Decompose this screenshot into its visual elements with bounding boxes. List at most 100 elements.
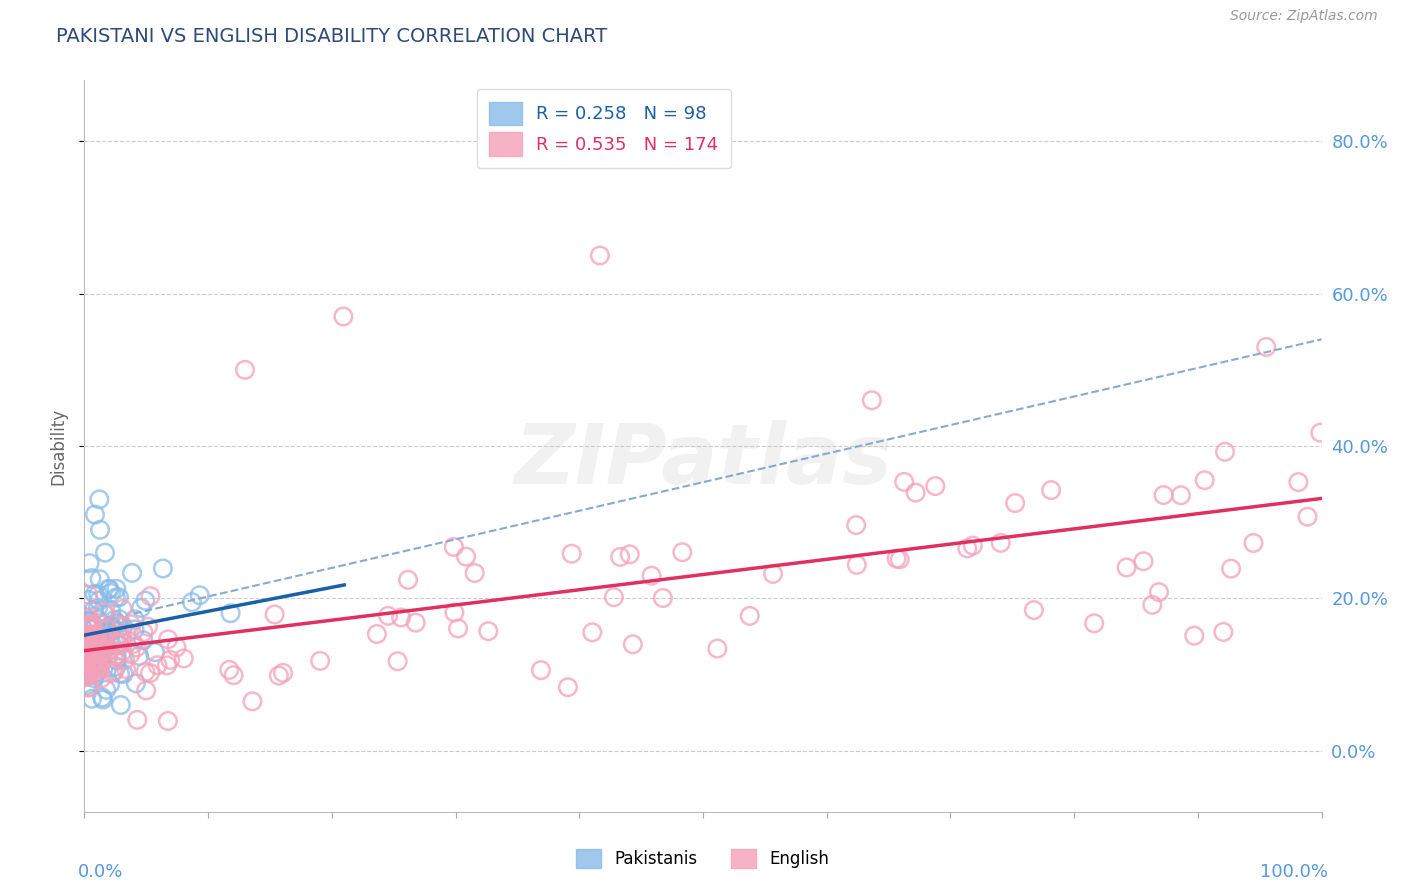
Point (76, 678, 98, 692)
Point (91, 643, 114, 657)
Point (396, 573, 419, 587)
Point (107, 636, 129, 650)
Point (89, 492, 111, 507)
Point (86, 656, 108, 670)
Point (93, 637, 115, 651)
Point (271, 665, 294, 680)
Point (80, 641, 103, 656)
Point (1213, 445, 1236, 459)
Point (75, 657, 97, 672)
Point (477, 624, 499, 639)
Point (100, 619, 122, 633)
Point (108, 630, 131, 644)
Point (219, 606, 242, 620)
Point (120, 648, 142, 662)
Point (84, 666, 107, 681)
Point (1243, 536, 1265, 550)
Point (82, 619, 104, 633)
Point (110, 619, 132, 633)
Text: Source: ZipAtlas.com: Source: ZipAtlas.com (1230, 9, 1378, 23)
Point (128, 648, 150, 663)
Point (581, 625, 603, 640)
Point (76, 621, 98, 635)
Point (139, 589, 162, 603)
Point (121, 566, 143, 580)
Point (80, 691, 103, 706)
Point (990, 536, 1012, 550)
Point (83, 603, 105, 617)
Point (75, 634, 97, 648)
Point (112, 619, 135, 633)
Point (73, 632, 96, 646)
Point (557, 680, 579, 694)
Point (129, 601, 152, 615)
Point (405, 615, 427, 630)
Point (97, 582, 120, 596)
Point (87, 649, 110, 664)
Point (90, 646, 112, 660)
Point (100, 635, 122, 649)
Point (1182, 629, 1205, 643)
Text: PAKISTANI VS ENGLISH DISABILITY CORRELATION CHART: PAKISTANI VS ENGLISH DISABILITY CORRELAT… (56, 27, 607, 45)
Point (111, 602, 134, 616)
Point (108, 638, 131, 652)
Point (621, 637, 644, 651)
Point (75, 657, 97, 672)
Point (86, 644, 108, 658)
Point (83, 650, 105, 665)
Point (619, 547, 641, 561)
Point (87, 643, 110, 657)
Point (86, 637, 108, 651)
Point (125, 640, 148, 655)
Point (108, 638, 131, 652)
Point (73, 664, 96, 678)
Point (103, 665, 125, 679)
Point (103, 613, 125, 627)
Point (83, 622, 105, 636)
Point (80, 660, 103, 674)
Point (83, 629, 105, 643)
Point (87, 639, 110, 653)
Point (1286, 475, 1309, 489)
Point (159, 653, 181, 667)
Point (79, 646, 101, 660)
Point (91, 654, 114, 668)
Point (1132, 554, 1154, 568)
Point (75, 651, 97, 665)
Point (97, 626, 120, 640)
Point (242, 694, 264, 708)
Point (112, 666, 135, 681)
Point (80, 619, 103, 633)
Point (135, 683, 157, 698)
Point (152, 561, 174, 575)
Point (89, 662, 111, 676)
Point (389, 610, 412, 624)
Point (83, 643, 105, 657)
Point (143, 645, 166, 659)
Point (136, 620, 159, 634)
Point (79, 666, 101, 681)
Point (79, 628, 101, 642)
Point (90, 672, 112, 686)
Point (96, 682, 118, 697)
Point (1083, 616, 1105, 631)
Point (1115, 560, 1137, 574)
Point (98, 677, 121, 691)
Point (111, 636, 134, 650)
Point (84, 656, 107, 670)
Point (96, 624, 118, 639)
Point (114, 653, 136, 667)
Point (1194, 473, 1216, 487)
Point (94, 546, 117, 560)
Point (84, 630, 107, 644)
Point (93, 644, 115, 658)
Point (139, 665, 162, 680)
Point (77, 632, 100, 647)
Point (105, 648, 128, 663)
Point (845, 558, 868, 572)
Point (77, 614, 100, 628)
Point (86, 665, 108, 679)
Point (120, 617, 142, 632)
Point (89, 640, 111, 655)
Point (86, 656, 108, 670)
